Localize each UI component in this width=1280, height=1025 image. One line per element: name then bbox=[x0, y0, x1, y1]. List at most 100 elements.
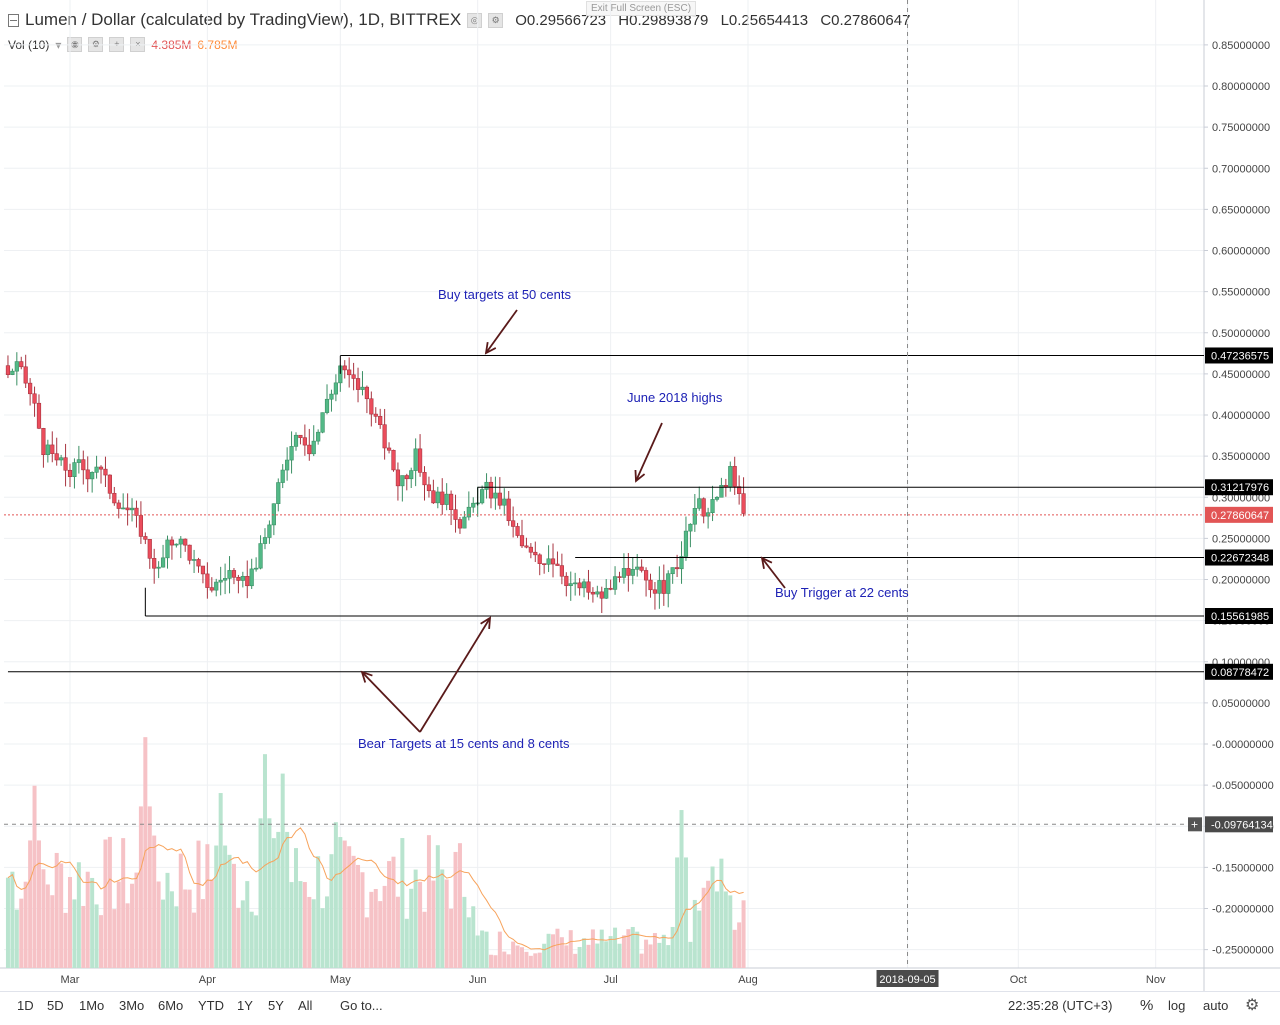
gear-icon[interactable]: ⚙ bbox=[1245, 997, 1260, 1014]
volume-bar bbox=[245, 881, 250, 968]
volume-bar bbox=[54, 852, 59, 968]
price-level-badge bbox=[1205, 479, 1273, 496]
candle-body bbox=[311, 440, 316, 455]
candle-body bbox=[528, 546, 533, 553]
range-5d-button[interactable]: 5D bbox=[47, 998, 64, 1013]
y-tick-label: 0.85000000 bbox=[1212, 40, 1270, 52]
volume-bar bbox=[23, 881, 28, 968]
volume-bar bbox=[294, 848, 298, 968]
candle-body bbox=[59, 457, 64, 461]
volume-bar bbox=[732, 929, 737, 968]
candle-body bbox=[382, 424, 387, 449]
candle-body bbox=[116, 502, 121, 509]
range-6mo-button[interactable]: 6Mo bbox=[158, 998, 184, 1013]
crosshair-date-label: 2018-09-05 bbox=[879, 974, 935, 986]
candle-body bbox=[125, 507, 130, 511]
volume-bar bbox=[254, 915, 259, 968]
range-5y-button[interactable]: 5Y bbox=[268, 998, 284, 1013]
volume-bar bbox=[178, 853, 183, 968]
range-1y-button[interactable]: 1Y bbox=[237, 998, 253, 1013]
volume-bar bbox=[63, 912, 68, 968]
volume-bar bbox=[546, 933, 551, 968]
candle-body bbox=[285, 459, 290, 471]
volume-bar bbox=[192, 912, 197, 968]
range-1mo-button[interactable]: 1Mo bbox=[79, 998, 105, 1013]
candle-body bbox=[143, 536, 148, 540]
collapse-icon[interactable] bbox=[8, 13, 19, 27]
candle-body bbox=[373, 413, 378, 417]
volume-bar bbox=[555, 928, 560, 968]
volume-bar bbox=[298, 881, 303, 968]
log-scale-toggle[interactable]: log bbox=[1168, 998, 1186, 1013]
candle-body bbox=[5, 365, 11, 375]
volume-bar bbox=[590, 929, 595, 968]
volume-bar bbox=[387, 861, 392, 968]
volume-bar bbox=[112, 909, 117, 968]
candle-body bbox=[289, 446, 294, 461]
candle-body bbox=[599, 591, 604, 599]
symbol-title[interactable]: Lumen / Dollar (calculated by TradingVie… bbox=[25, 10, 462, 29]
candle-body bbox=[134, 507, 139, 516]
volume-bar bbox=[90, 877, 95, 968]
volume-bar bbox=[183, 889, 188, 968]
volume-bar bbox=[413, 869, 418, 968]
range-all-button[interactable]: All bbox=[298, 998, 313, 1013]
hide-icon[interactable]: ◎ bbox=[467, 12, 483, 28]
volume-bar bbox=[360, 872, 365, 968]
volume-bar bbox=[506, 954, 511, 968]
clock-timezone[interactable]: 22:35:28 (UTC+3) bbox=[1008, 998, 1113, 1013]
range-ytd-button[interactable]: YTD bbox=[198, 998, 224, 1013]
plus-icon[interactable]: + bbox=[1191, 817, 1198, 831]
y-tick-label: 0.20000000 bbox=[1212, 575, 1270, 587]
volume-bar bbox=[657, 942, 662, 968]
arrow-bear-target-8-head bbox=[360, 670, 373, 683]
settings-mini-icon[interactable]: ⚙ bbox=[488, 12, 504, 28]
range-1d-button[interactable]: 1D bbox=[17, 998, 34, 1013]
goto-button[interactable]: Go to... bbox=[340, 998, 383, 1013]
candle-body bbox=[604, 587, 609, 599]
volume-bar bbox=[364, 917, 369, 968]
candle-body bbox=[107, 474, 112, 494]
volume-bar bbox=[147, 806, 152, 968]
y-tick-label: 0.45000000 bbox=[1212, 369, 1270, 381]
candle-body bbox=[457, 519, 463, 529]
arrow-buy-trigger bbox=[761, 557, 786, 589]
add-level-icon[interactable] bbox=[1188, 817, 1202, 832]
candle-body bbox=[324, 398, 330, 413]
candle-body bbox=[674, 567, 680, 570]
candle-body bbox=[555, 563, 560, 566]
price-level-badge bbox=[1205, 608, 1273, 625]
candle-body bbox=[546, 558, 551, 565]
auto-scale-toggle[interactable]: auto bbox=[1203, 998, 1229, 1013]
volume-bar bbox=[209, 879, 214, 968]
candle-body bbox=[112, 492, 117, 504]
candle-body bbox=[524, 545, 529, 548]
candle-body bbox=[471, 502, 476, 508]
candle-body bbox=[364, 386, 370, 400]
volume-bar bbox=[81, 905, 86, 968]
candle-body bbox=[355, 378, 361, 390]
candle-body bbox=[648, 579, 653, 591]
volume-bar bbox=[471, 906, 476, 968]
volume-bar bbox=[5, 877, 10, 968]
candle-body bbox=[191, 559, 197, 561]
candle-body bbox=[413, 448, 418, 471]
volume-bar bbox=[342, 840, 347, 968]
exit-fullscreen-button[interactable]: Exit Full Screen (ESC) bbox=[586, 1, 697, 16]
candle-body bbox=[231, 570, 237, 578]
volume-bar bbox=[28, 840, 33, 968]
candle-body bbox=[90, 472, 95, 480]
candle-body bbox=[595, 591, 600, 595]
candle-body bbox=[484, 481, 489, 490]
candle-body bbox=[72, 462, 77, 477]
candle-body bbox=[688, 523, 693, 532]
candle-body bbox=[568, 583, 573, 586]
range-3mo-button[interactable]: 3Mo bbox=[119, 998, 145, 1013]
candle-body bbox=[254, 567, 259, 570]
volume-bar bbox=[484, 931, 489, 968]
volume-bar bbox=[626, 929, 631, 968]
volume-bar bbox=[289, 882, 294, 968]
percent-scale-toggle[interactable]: % bbox=[1140, 997, 1154, 1014]
high-label: H bbox=[618, 11, 630, 29]
